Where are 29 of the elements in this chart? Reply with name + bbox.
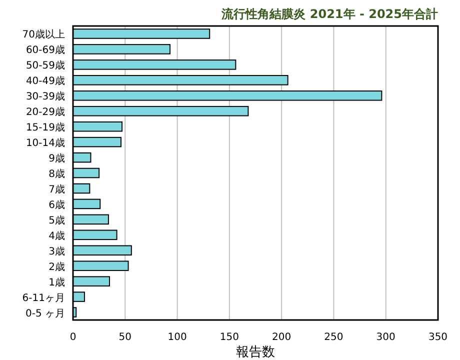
y-tick-label: 40-49歳 bbox=[26, 75, 65, 88]
y-tick-label: 4歳 bbox=[48, 230, 65, 242]
y-tick-label: 1歳 bbox=[48, 276, 65, 288]
y-tick-label: 20-29歳 bbox=[26, 106, 65, 118]
x-tick-label: 50 bbox=[118, 332, 132, 343]
x-tick-label: 250 bbox=[324, 332, 344, 343]
x-tick-label: 0 bbox=[70, 332, 76, 343]
y-tick-label: 8歳 bbox=[48, 168, 65, 180]
y-tick-label: 7歳 bbox=[48, 183, 65, 196]
y-tick-label: 15-19歳 bbox=[26, 122, 65, 134]
y-tick-label: 10-14歳 bbox=[26, 137, 65, 150]
y-tick-label: 70歳以上 bbox=[22, 28, 65, 41]
y-tick-label: 50-59歳 bbox=[26, 60, 65, 72]
y-tick-label: 2歳 bbox=[48, 260, 65, 273]
y-tick-label: 5歳 bbox=[48, 214, 65, 226]
y-tick-label: 30-39歳 bbox=[26, 90, 65, 103]
y-tick-label: 0-5 ヶ月 bbox=[25, 308, 65, 320]
x-tick-label: 200 bbox=[272, 332, 292, 343]
y-tick-label: 60-69歳 bbox=[26, 44, 65, 56]
x-tick-label: 150 bbox=[220, 332, 239, 343]
y-tick-label: 3歳 bbox=[48, 245, 65, 258]
y-tick-label: 6-11ヶ月 bbox=[22, 292, 65, 304]
x-tick-label: 100 bbox=[168, 332, 187, 343]
chart-title: 流行性角結膜炎 2021年 - 2025年合計 bbox=[220, 7, 438, 21]
y-tick-label: 9歳 bbox=[48, 152, 65, 165]
x-tick-label: 300 bbox=[376, 332, 396, 343]
y-tick-label: 6歳 bbox=[48, 198, 65, 211]
x-axis-title: 報告数 bbox=[236, 345, 275, 360]
x-tick-label: 350 bbox=[428, 332, 448, 343]
